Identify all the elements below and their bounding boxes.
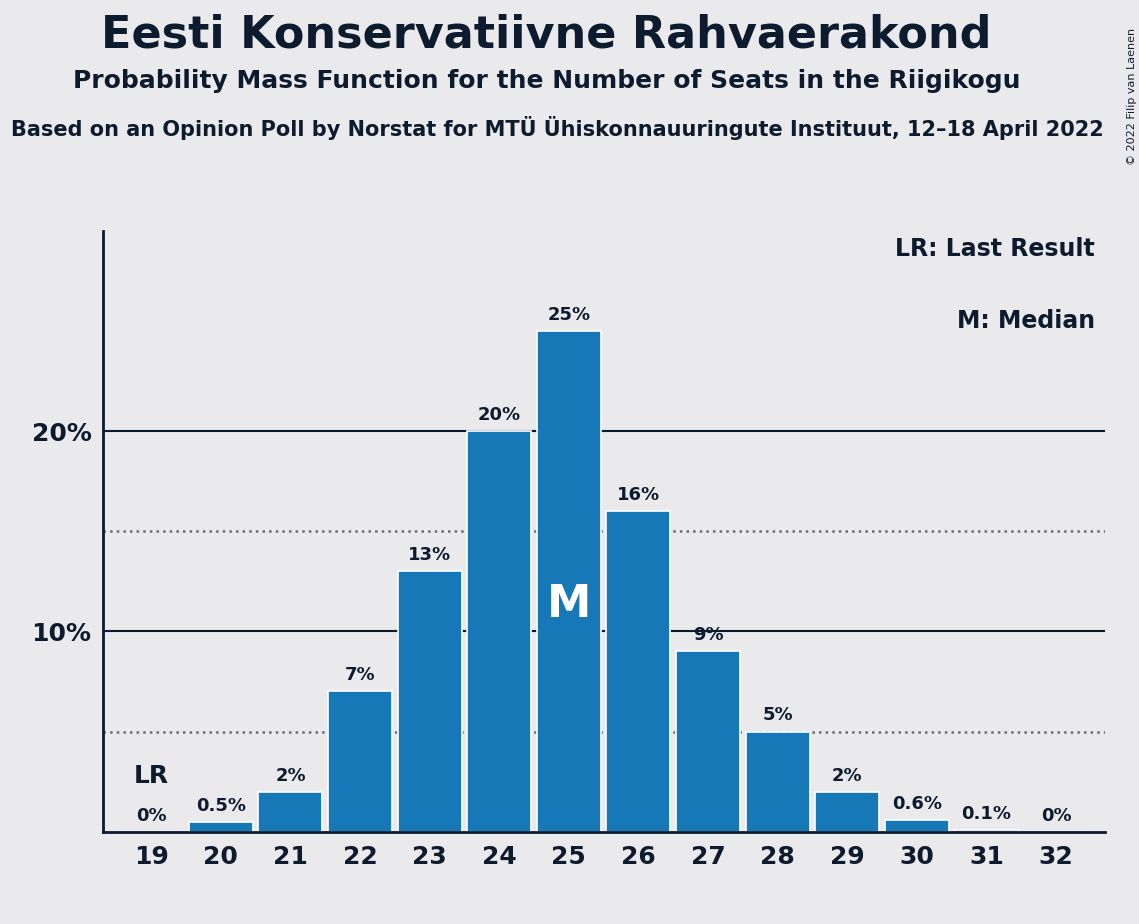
Text: LR: LR bbox=[133, 763, 169, 787]
Bar bbox=[328, 691, 392, 832]
Text: LR: Last Result: LR: Last Result bbox=[895, 237, 1095, 261]
Bar bbox=[467, 432, 531, 832]
Text: 0%: 0% bbox=[1041, 807, 1072, 824]
Bar bbox=[954, 830, 1018, 832]
Bar bbox=[816, 792, 879, 832]
Text: 2%: 2% bbox=[276, 767, 305, 784]
Text: 0.1%: 0.1% bbox=[961, 805, 1011, 822]
Bar bbox=[746, 732, 810, 832]
Bar bbox=[259, 792, 322, 832]
Text: M: M bbox=[547, 583, 591, 626]
Bar bbox=[677, 651, 740, 832]
Text: Based on an Opinion Poll by Norstat for MTÜ Ühiskonnauuringute Instituut, 12–18 : Based on an Opinion Poll by Norstat for … bbox=[11, 116, 1104, 140]
Text: 5%: 5% bbox=[762, 707, 793, 724]
Bar bbox=[398, 571, 461, 832]
Text: 20%: 20% bbox=[477, 407, 521, 424]
Text: Probability Mass Function for the Number of Seats in the Riigikogu: Probability Mass Function for the Number… bbox=[73, 69, 1021, 93]
Text: 0.5%: 0.5% bbox=[196, 796, 246, 815]
Text: 13%: 13% bbox=[408, 546, 451, 565]
Text: 0%: 0% bbox=[136, 807, 166, 824]
Text: 0.6%: 0.6% bbox=[892, 795, 942, 812]
Text: 2%: 2% bbox=[831, 767, 862, 784]
Bar bbox=[885, 820, 949, 832]
Bar bbox=[189, 821, 253, 832]
Text: Eesti Konservatiivne Rahvaerakond: Eesti Konservatiivne Rahvaerakond bbox=[101, 14, 992, 57]
Text: 9%: 9% bbox=[693, 626, 723, 644]
Text: 16%: 16% bbox=[617, 486, 659, 505]
Bar bbox=[606, 511, 671, 832]
Text: 7%: 7% bbox=[345, 666, 376, 685]
Text: M: Median: M: Median bbox=[957, 309, 1095, 333]
Bar bbox=[536, 331, 601, 832]
Text: 25%: 25% bbox=[548, 306, 590, 324]
Text: © 2022 Filip van Laenen: © 2022 Filip van Laenen bbox=[1126, 28, 1137, 164]
